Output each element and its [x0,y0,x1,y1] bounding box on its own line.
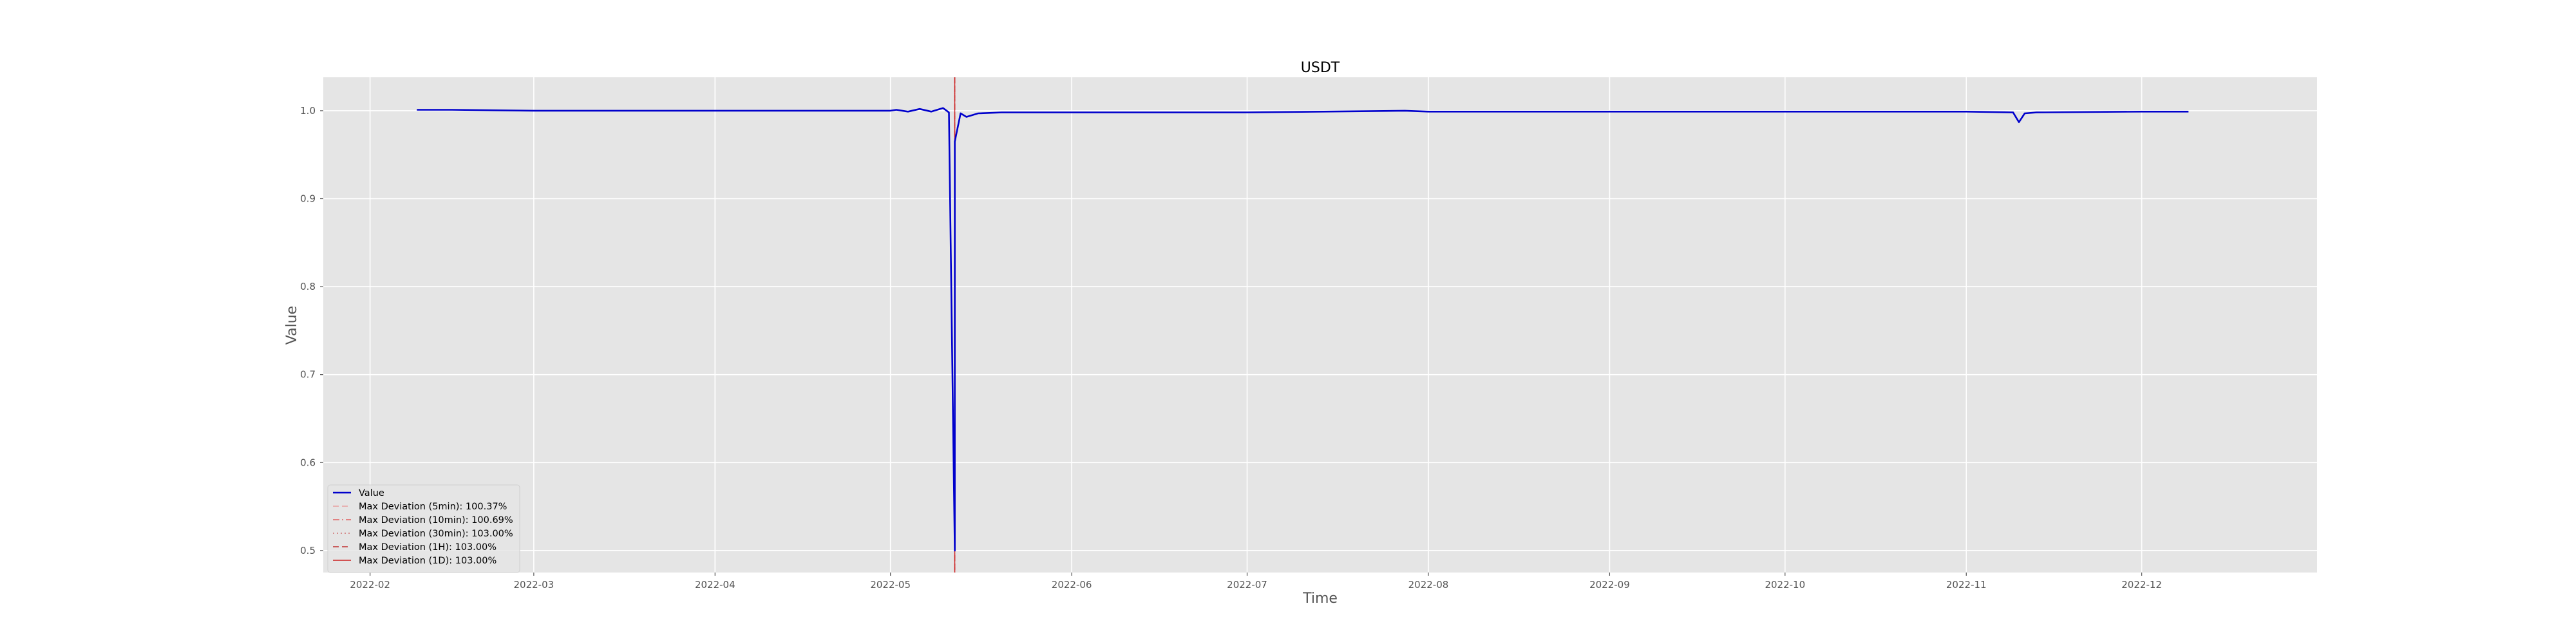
x-tick-label: 2022-05 [870,579,911,591]
legend: Value Max Deviation (5min): 100.37% Max De… [327,484,520,573]
legend-label: Max Deviation (1D): 103.00% [359,556,497,566]
plot-area [323,77,2317,573]
x-tick-label: 2022-02 [350,579,390,591]
y-tick-label: 0.9 [300,193,316,204]
x-axis-ticks: 2022-02 2022-03 2022-04 2022-05 2022-06 2022-… [350,573,2162,591]
y-tick-label: 0.7 [300,369,316,381]
series-layer [417,107,2189,552]
legend-label: Max Deviation (10min): 100.69% [359,515,513,526]
legend-label: Value [359,488,384,498]
chart-title: USDT [1301,60,1340,76]
legend-label: Max Deviation (30min): 103.00% [359,529,513,539]
x-tick-label: 2022-12 [2121,579,2162,591]
x-tick-label: 2022-10 [1765,579,1805,591]
x-tick-label: 2022-04 [695,579,735,591]
y-tick-label: 0.6 [300,457,316,468]
series-line-value [417,107,2189,552]
y-tick-label: 1.0 [300,105,316,117]
x-tick-label: 2022-08 [1408,579,1449,591]
x-tick-label: 2022-06 [1052,579,1092,591]
y-axis-ticks: 0.5 0.6 0.7 0.8 0.9 1.0 [300,105,323,556]
y-tick-label: 0.8 [300,281,316,292]
x-tick-label: 2022-07 [1227,579,1267,591]
x-tick-label: 2022-03 [514,579,554,591]
legend-label: Max Deviation (5min): 100.37% [359,502,507,512]
legend-box [327,484,520,573]
x-axis-title: Time [1302,591,1338,607]
y-axis-title: Value [284,306,300,345]
x-tick-label: 2022-09 [1589,579,1630,591]
legend-label: Max Deviation (1H): 103.00% [359,542,497,553]
gridlines [323,77,2317,573]
y-tick-label: 0.5 [300,545,316,556]
x-tick-label: 2022-11 [1946,579,1987,591]
